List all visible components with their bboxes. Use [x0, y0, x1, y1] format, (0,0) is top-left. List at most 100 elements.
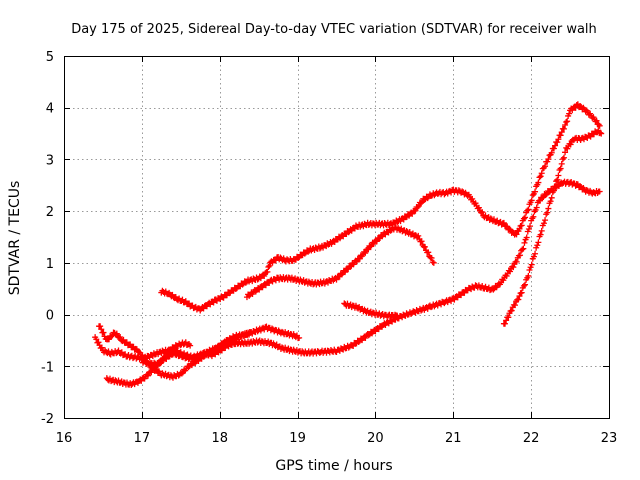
- series-4: [243, 224, 437, 301]
- data-point: [418, 200, 425, 207]
- data-point: [513, 231, 520, 238]
- data-point: [542, 192, 549, 199]
- y-tick-label: 4: [46, 102, 54, 117]
- data-point: [429, 259, 436, 266]
- data-point: [506, 226, 513, 233]
- data-point: [522, 214, 529, 221]
- data-point: [532, 250, 539, 257]
- data-point: [367, 243, 374, 250]
- data-point: [552, 183, 559, 190]
- data-point: [264, 268, 271, 275]
- data-point: [521, 239, 528, 246]
- data-point: [548, 149, 555, 156]
- data-point: [97, 323, 104, 330]
- data-point: [517, 252, 524, 259]
- data-point: [261, 272, 268, 279]
- data-point: [564, 118, 571, 125]
- data-point: [421, 243, 428, 250]
- data-point: [520, 215, 527, 222]
- data-point: [525, 225, 532, 232]
- data-point: [95, 339, 102, 346]
- data-point: [507, 268, 514, 275]
- data-point: [513, 258, 520, 265]
- data-point: [535, 239, 542, 246]
- x-tick-label: 19: [289, 431, 306, 446]
- data-point: [362, 335, 369, 342]
- data-point: [100, 329, 107, 336]
- data-point: [93, 336, 100, 343]
- data-point: [503, 272, 510, 279]
- data-point: [503, 317, 510, 324]
- y-tick-label: -2: [41, 412, 54, 427]
- data-point: [98, 344, 105, 351]
- data-point: [537, 173, 544, 180]
- data-point: [538, 227, 545, 234]
- data-point: [534, 242, 541, 249]
- data-point: [185, 364, 192, 371]
- data-point: [459, 188, 466, 195]
- x-tick-label: 16: [56, 431, 73, 446]
- data-point: [148, 369, 155, 376]
- data-point: [479, 209, 486, 216]
- data-point: [98, 326, 105, 333]
- data-point: [500, 277, 507, 284]
- data-point: [490, 286, 497, 293]
- data-point: [554, 176, 561, 183]
- y-tick-label: 2: [46, 205, 54, 220]
- chart-title: Day 175 of 2025, Sidereal Day-to-day VTE…: [71, 22, 597, 37]
- data-point: [469, 195, 476, 202]
- data-point: [516, 293, 523, 300]
- data-point: [554, 139, 561, 146]
- data-marks: [92, 101, 605, 388]
- data-point: [560, 154, 567, 161]
- data-point: [425, 249, 432, 256]
- data-point: [269, 259, 276, 266]
- data-point: [113, 330, 120, 337]
- data-point: [597, 129, 604, 136]
- data-point: [333, 276, 340, 283]
- data-point: [415, 232, 422, 239]
- data-point: [530, 213, 537, 220]
- data-point: [552, 142, 559, 149]
- data-point: [412, 207, 419, 214]
- data-point: [239, 281, 246, 288]
- data-point: [524, 207, 531, 214]
- data-point: [414, 204, 421, 211]
- data-point: [510, 264, 517, 271]
- plot-frame: [64, 56, 610, 419]
- data-point: [572, 104, 579, 111]
- data-point: [540, 220, 547, 227]
- data-point: [505, 314, 512, 321]
- data-point: [108, 333, 115, 340]
- data-point: [555, 136, 562, 143]
- data-point: [527, 223, 534, 230]
- data-point: [117, 333, 124, 340]
- data-point: [598, 130, 605, 137]
- data-point: [562, 121, 569, 128]
- data-point: [539, 194, 546, 201]
- data-point: [458, 292, 465, 299]
- x-tick-label: 21: [445, 431, 462, 446]
- data-point: [475, 204, 482, 211]
- data-point: [537, 231, 544, 238]
- data-point: [550, 187, 557, 194]
- y-tick-label: 5: [46, 50, 54, 65]
- data-point: [338, 271, 345, 278]
- data-point: [557, 132, 564, 139]
- y-tick-label: -1: [41, 360, 54, 375]
- data-point: [520, 282, 527, 289]
- data-point: [246, 328, 253, 335]
- x-tick-label: 20: [367, 431, 384, 446]
- x-tick-label: 22: [523, 431, 540, 446]
- data-point: [296, 334, 303, 341]
- data-point: [519, 246, 526, 253]
- data-point: [178, 370, 185, 377]
- data-point: [558, 129, 565, 136]
- data-point: [301, 250, 308, 257]
- data-point: [535, 179, 542, 186]
- data-point: [557, 165, 564, 172]
- data-point: [512, 302, 519, 309]
- data-point: [272, 257, 279, 264]
- data-point: [566, 110, 573, 117]
